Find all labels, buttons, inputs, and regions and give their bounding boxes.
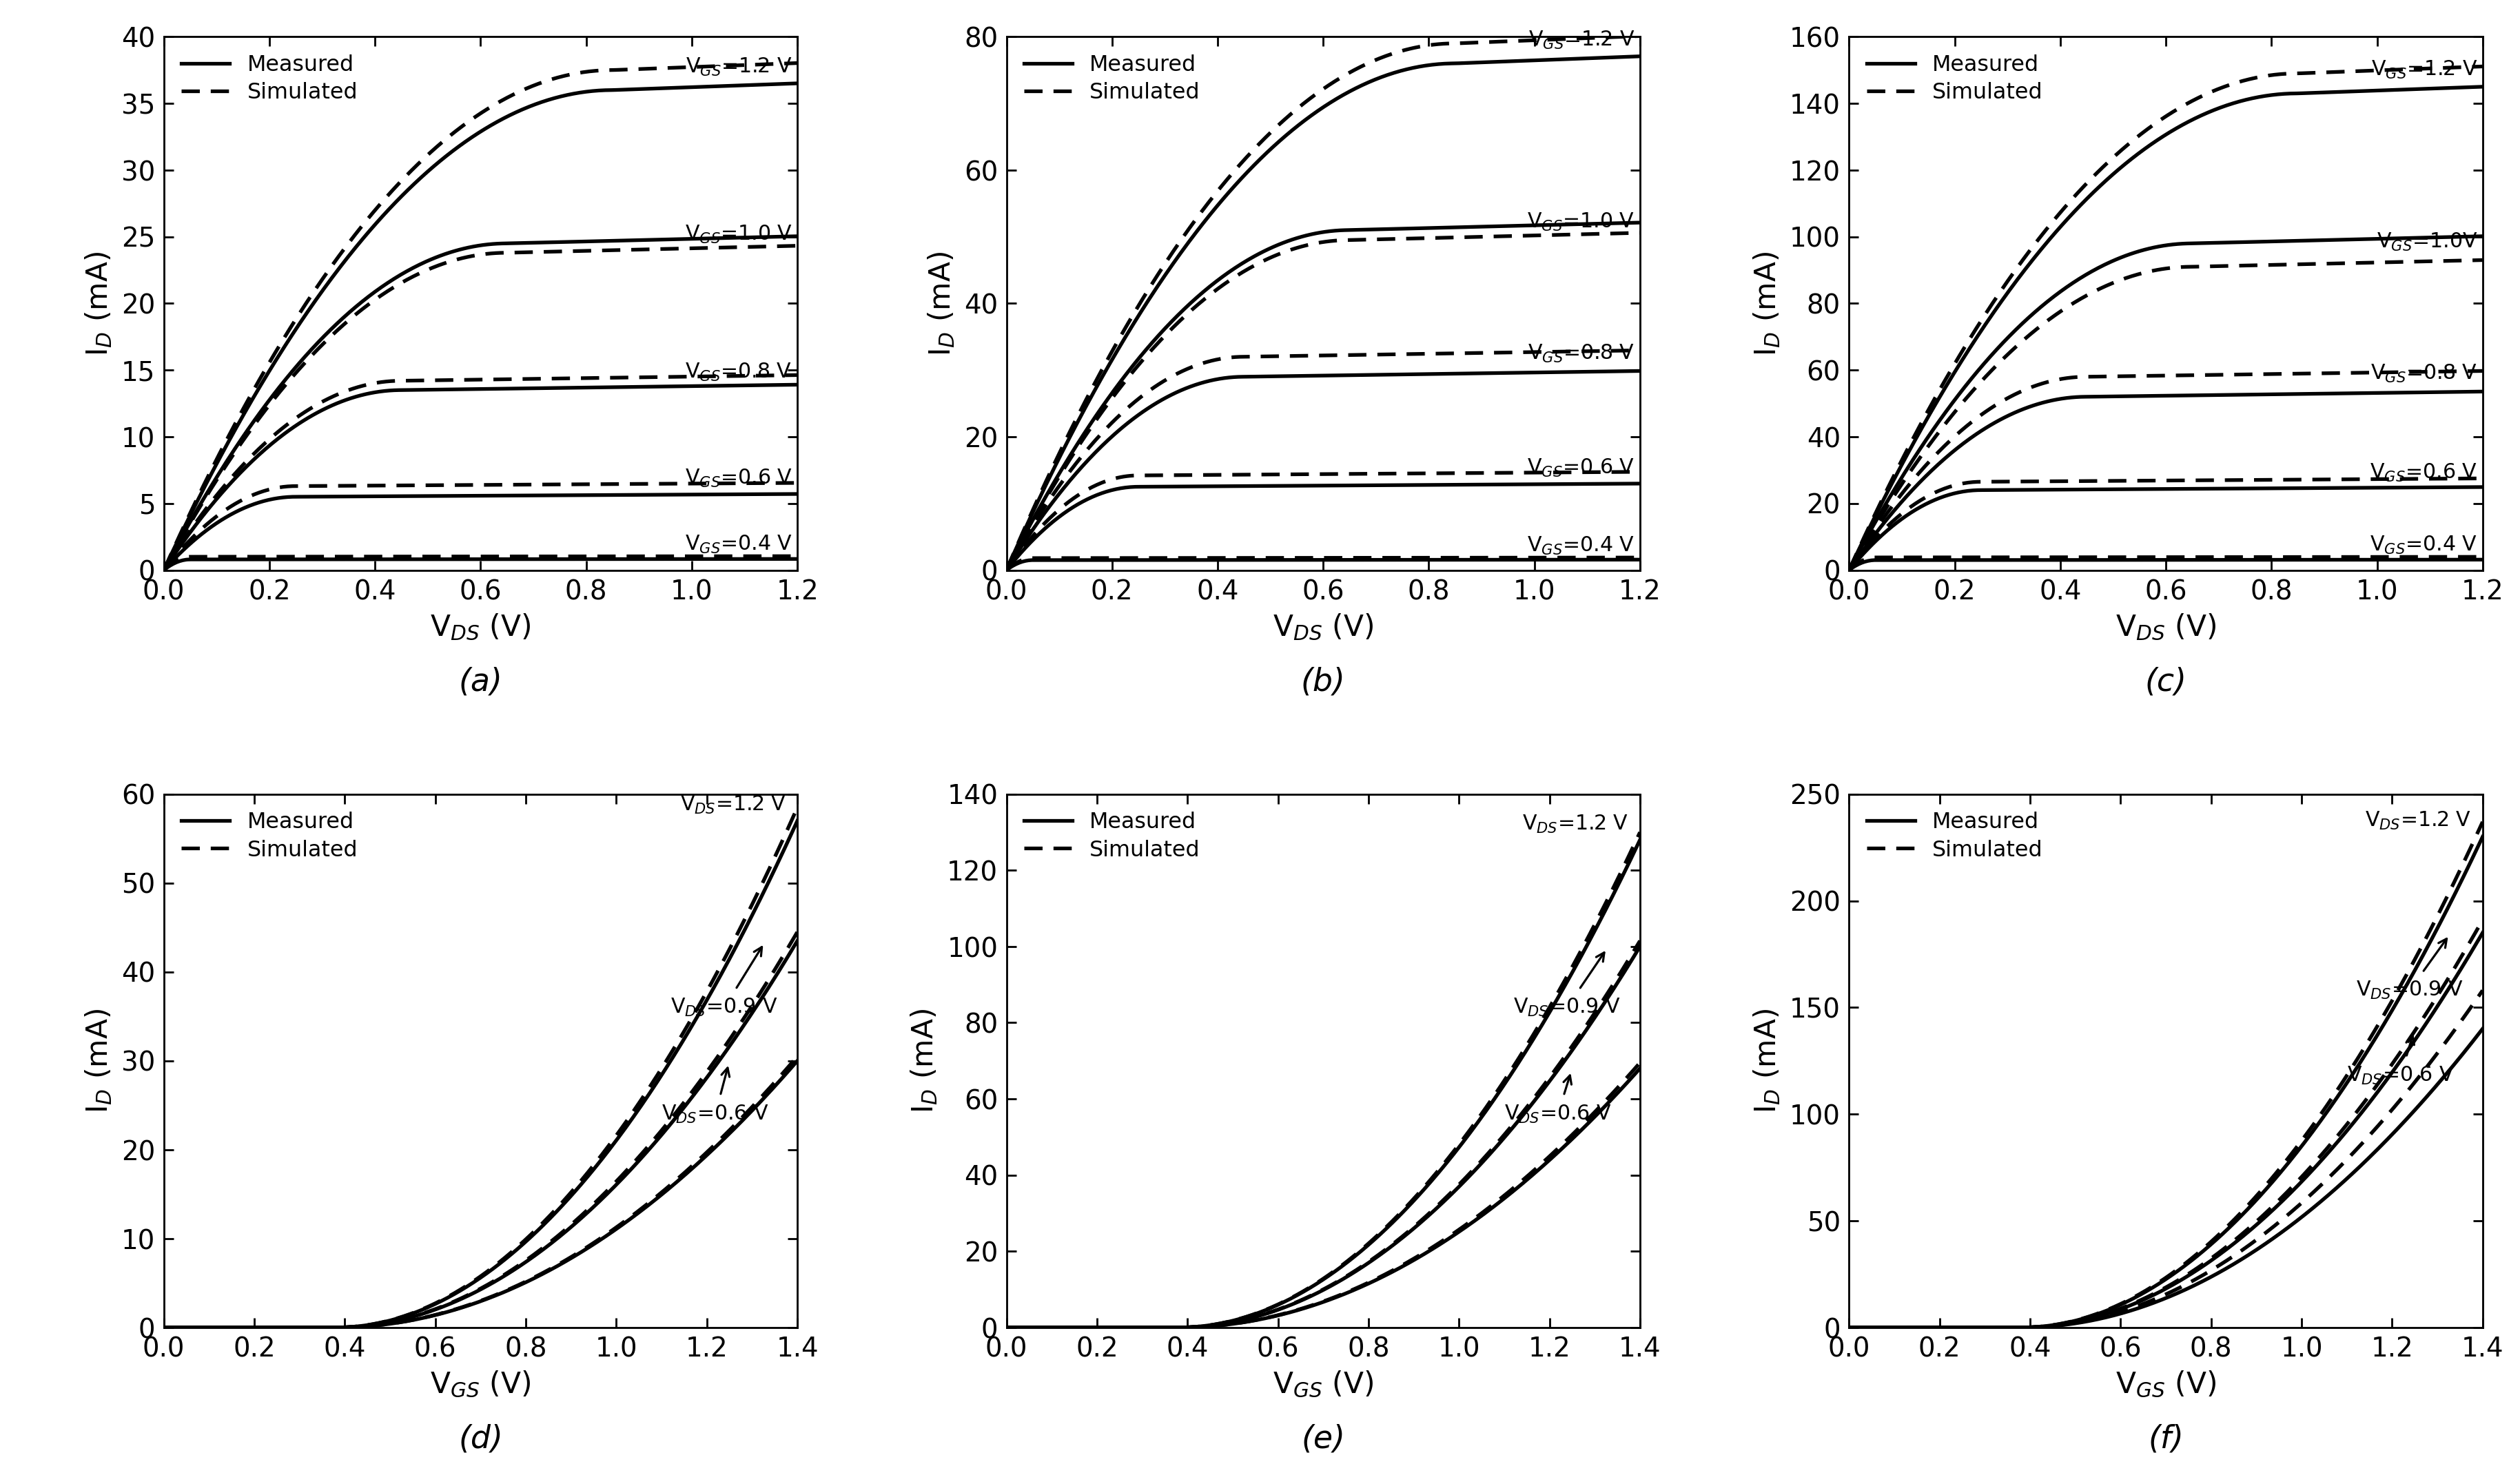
Legend: Measured, Simulated: Measured, Simulated — [1860, 805, 2049, 867]
X-axis label: V$_{DS}$ (V): V$_{DS}$ (V) — [1273, 612, 1373, 642]
Text: V$_{GS}$=0.4 V: V$_{GS}$=0.4 V — [685, 534, 791, 556]
Text: V$_{GS}$=0.4 V: V$_{GS}$=0.4 V — [2369, 535, 2477, 556]
Text: V$_{GS}$=0.6 V: V$_{GS}$=0.6 V — [1527, 457, 1635, 478]
Y-axis label: I$_{D}$ (mA): I$_{D}$ (mA) — [910, 1009, 940, 1114]
Text: V$_{DS}$=1.2 V: V$_{DS}$=1.2 V — [680, 794, 786, 816]
Text: V$_{DS}$=0.9 V: V$_{DS}$=0.9 V — [2356, 938, 2462, 1002]
Text: V$_{GS}$=0.8 V: V$_{GS}$=0.8 V — [1527, 342, 1635, 364]
Text: V$_{GS}$=0.6 V: V$_{GS}$=0.6 V — [685, 468, 791, 488]
Legend: Measured, Simulated: Measured, Simulated — [1018, 805, 1207, 867]
Y-axis label: I$_{D}$ (mA): I$_{D}$ (mA) — [83, 1009, 113, 1114]
Text: V$_{GS}$=0.6 V: V$_{GS}$=0.6 V — [2369, 462, 2477, 484]
Text: (c): (c) — [2145, 667, 2187, 698]
Text: V$_{GS}$=1.0V: V$_{GS}$=1.0V — [2376, 232, 2477, 252]
X-axis label: V$_{GS}$ (V): V$_{GS}$ (V) — [1273, 1369, 1373, 1400]
Text: V$_{DS}$=0.6 V: V$_{DS}$=0.6 V — [1504, 1075, 1610, 1125]
X-axis label: V$_{GS}$ (V): V$_{GS}$ (V) — [2114, 1369, 2215, 1400]
Text: V$_{DS}$=1.2 V: V$_{DS}$=1.2 V — [2364, 810, 2472, 832]
Legend: Measured, Simulated: Measured, Simulated — [1860, 47, 2049, 111]
Text: V$_{GS}$=0.4 V: V$_{GS}$=0.4 V — [1527, 535, 1635, 556]
X-axis label: V$_{DS}$ (V): V$_{DS}$ (V) — [431, 612, 532, 642]
Text: V$_{DS}$=0.6 V: V$_{DS}$=0.6 V — [663, 1068, 769, 1125]
Text: V$_{GS}$=1.0 V: V$_{GS}$=1.0 V — [1527, 211, 1635, 233]
Text: (b): (b) — [1300, 667, 1346, 698]
Text: V$_{DS}$=1.2 V: V$_{DS}$=1.2 V — [1522, 813, 1628, 835]
Text: V$_{GS}$=1.2 V: V$_{GS}$=1.2 V — [2371, 59, 2477, 81]
Text: V$_{DS}$=0.9 V: V$_{DS}$=0.9 V — [670, 947, 779, 1018]
Text: (d): (d) — [459, 1423, 504, 1454]
Text: V$_{GS}$=1.0 V: V$_{GS}$=1.0 V — [685, 224, 791, 245]
X-axis label: V$_{DS}$ (V): V$_{DS}$ (V) — [2114, 612, 2215, 642]
Text: V$_{DS}$=0.9 V: V$_{DS}$=0.9 V — [1512, 953, 1620, 1018]
Legend: Measured, Simulated: Measured, Simulated — [1018, 47, 1207, 111]
Text: (f): (f) — [2147, 1423, 2182, 1454]
X-axis label: V$_{GS}$ (V): V$_{GS}$ (V) — [431, 1369, 532, 1400]
Text: (e): (e) — [1300, 1423, 1346, 1454]
Text: V$_{GS}$=1.2 V: V$_{GS}$=1.2 V — [1527, 30, 1635, 50]
Legend: Measured, Simulated: Measured, Simulated — [174, 805, 365, 867]
Text: V$_{DS}$=0.6 V: V$_{DS}$=0.6 V — [2346, 1035, 2454, 1087]
Y-axis label: I$_{D}$ (mA): I$_{D}$ (mA) — [83, 251, 113, 355]
Text: V$_{GS}$=1.2 V: V$_{GS}$=1.2 V — [685, 56, 791, 78]
Y-axis label: I$_{D}$ (mA): I$_{D}$ (mA) — [1751, 1009, 1782, 1114]
Text: V$_{GS}$=0.8 V: V$_{GS}$=0.8 V — [685, 361, 791, 383]
Y-axis label: I$_{D}$ (mA): I$_{D}$ (mA) — [927, 251, 958, 355]
Y-axis label: I$_{D}$ (mA): I$_{D}$ (mA) — [1751, 251, 1782, 355]
Text: (a): (a) — [459, 667, 501, 698]
Legend: Measured, Simulated: Measured, Simulated — [174, 47, 365, 111]
Text: V$_{GS}$=0.8 V: V$_{GS}$=0.8 V — [2369, 363, 2477, 384]
